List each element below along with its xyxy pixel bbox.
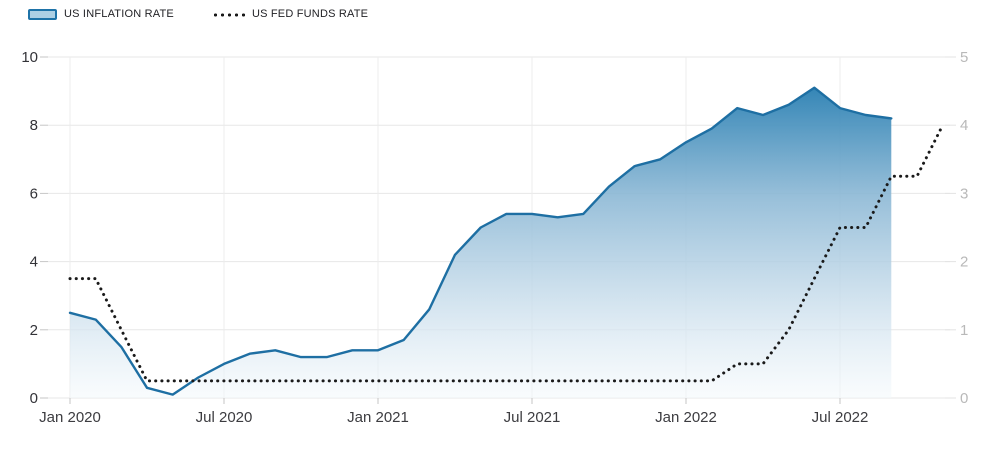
y-axis-right-label: 2 [960,254,968,271]
legend-label-us-fed-funds-rate: US FED FUNDS RATE [251,8,369,20]
inflation-area [70,87,892,398]
area-series-swatch-icon [28,9,57,20]
y-axis-right-label: 5 [960,49,968,66]
x-axis-label: Jan 2022 [655,409,717,426]
x-axis-label: Jul 2022 [812,409,869,426]
y-axis-left-label: 0 [30,390,38,407]
y-axis-right-label: 4 [960,117,968,134]
legend-label-us-inflation-rate: US INFLATION RATE [64,8,174,20]
legend-item-us-fed-funds-rate[interactable]: US FED FUNDS RATE [211,8,369,21]
y-axis-left-label: 8 [30,117,38,134]
x-axis-label: Jul 2021 [504,409,561,426]
dotted-series-swatch-icon [211,12,245,17]
inflation-line [68,86,893,396]
legend-item-us-inflation-rate[interactable]: US INFLATION RATE [28,8,174,21]
y-axis-right-label: 1 [960,322,968,339]
y-axis-right-label: 0 [960,390,968,407]
chart-legend: US INFLATION RATE US FED FUNDS RATE [28,8,368,21]
y-axis-right-label: 3 [960,185,968,202]
x-axis-label: Jan 2021 [347,409,409,426]
x-axis-label: Jan 2020 [39,409,101,426]
y-axis-left-label: 2 [30,322,38,339]
y-axis-left-label: 10 [21,49,38,66]
x-axis-label: Jul 2020 [196,409,253,426]
y-axis-left-label: 4 [30,254,38,271]
y-axis-left-label: 6 [30,185,38,202]
